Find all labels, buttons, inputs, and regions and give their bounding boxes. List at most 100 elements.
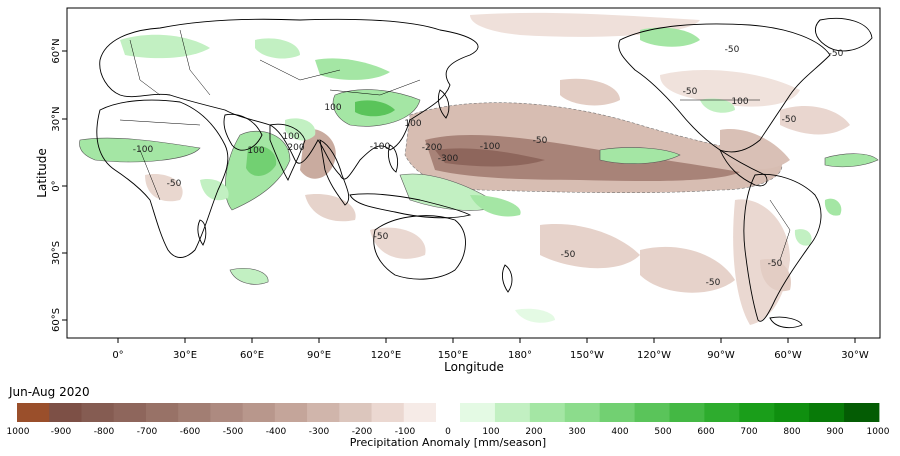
colorbar-tick-label: 900 <box>826 427 843 437</box>
pacific-dry-core <box>425 134 740 182</box>
colorbar-tick-label: 200 <box>525 427 542 437</box>
arctic-wet <box>640 27 700 47</box>
central-asia-wet <box>255 38 300 59</box>
east-asia-wet-core <box>355 100 395 117</box>
colorbar-wet-segment <box>599 403 635 422</box>
arabia-coastline <box>223 113 263 151</box>
philippines-coastline <box>387 144 399 173</box>
colorbar-dry-segment <box>17 403 50 422</box>
border-line <box>769 199 791 261</box>
colorbar-tick-label: -200 <box>352 427 373 437</box>
africa-coastline <box>96 99 229 258</box>
border-line <box>329 79 421 96</box>
contour-label: -100 <box>133 145 154 155</box>
colorbar-tick-label: 700 <box>740 427 757 437</box>
lat-tick-label-eq: 0° <box>51 180 62 191</box>
lon-tick-label-120e: 120°E <box>371 350 401 361</box>
colorbar-tick-label: 800 <box>783 427 800 437</box>
contour-label: -100 <box>370 142 391 152</box>
y-axis-title: Latitude <box>35 148 49 197</box>
bay-bengal-wet <box>285 118 316 141</box>
lon-tick-label-150w: 150°W <box>570 350 604 361</box>
colorbar-tick-label: -500 <box>223 427 244 437</box>
colorbar-dry-segment <box>178 403 211 422</box>
colorbar-dry-segment <box>274 403 308 422</box>
colorbar-tick-label: -100 <box>395 427 416 437</box>
contour-label: -50 <box>782 115 797 125</box>
north-america-dry <box>660 70 800 107</box>
colorbar-wet-segment <box>809 403 845 422</box>
border-line <box>179 29 211 96</box>
lon-tick-label-30e: 30°E <box>173 350 197 361</box>
lon-tick-label-60e: 60°E <box>240 350 264 361</box>
colorbar-wet-segment <box>529 403 566 422</box>
atlantic-wet-south <box>824 198 842 216</box>
border-line <box>139 149 161 201</box>
colorbar-tick-label: 300 <box>568 427 585 437</box>
lat-tick-label-60n: 60°N <box>51 38 62 63</box>
indian-ocean-dry <box>305 194 356 222</box>
border-line <box>129 39 161 96</box>
india-dry-area <box>300 129 336 179</box>
contour-label: 200 <box>287 143 304 153</box>
lon-tick-label-180: 180° <box>508 350 532 361</box>
lon-tick-label-0: 0° <box>112 350 123 361</box>
lat-tick-label-30s: 30°S <box>51 241 62 265</box>
india-wet-core <box>246 145 277 176</box>
south-america-east-dry <box>760 259 791 292</box>
greenland-coastline <box>814 17 873 52</box>
border-line <box>119 119 201 126</box>
india-coastline <box>269 123 306 182</box>
colorbar-wet-segment <box>460 403 496 422</box>
contour-label: -50 <box>829 49 844 59</box>
colorbar-tick-label: 1000 <box>7 427 30 437</box>
colorbar-wet-segment <box>494 403 531 422</box>
atlantic-dry <box>780 105 850 135</box>
country-borders <box>119 29 791 261</box>
colorbar-tick-label: -400 <box>266 427 287 437</box>
australia-coastline <box>373 215 466 280</box>
contour-label: -50 <box>768 259 783 269</box>
period-label: Jun-Aug 2020 <box>8 385 90 399</box>
colorbar-tick-label: 1000 <box>867 427 890 437</box>
colorbar-wet-segment <box>564 403 601 422</box>
colorbar-tick-label: -900 <box>51 427 72 437</box>
east-pacific-wet <box>599 147 681 165</box>
contour-labels: -50 -50 -50 -100 -100 -100 -200 -300 -50… <box>133 45 844 288</box>
brazil-wet <box>794 229 812 246</box>
europe-asia-coastline <box>99 18 479 180</box>
colorbar-wet-segment <box>739 403 775 422</box>
madagascar-coastline <box>197 219 207 246</box>
colorbar-wet-segment <box>669 403 705 422</box>
indian-ocean-wet <box>229 268 269 285</box>
colorbar: 1000 -900 -800 -700 -600 -500 -400 -300 -200 -100… <box>7 403 890 449</box>
contour-label: -50 <box>725 45 740 55</box>
contour-label: -50 <box>683 87 698 97</box>
colorbar-wet-segment <box>704 403 740 422</box>
colorbar-wet-segment <box>634 403 670 422</box>
coastlines <box>96 17 873 329</box>
colorbar-title: Precipitation Anomaly [mm/season] <box>350 436 546 449</box>
lon-tick-label-90e: 90°E <box>307 350 331 361</box>
north-pacific-dry <box>560 78 620 106</box>
lon-tick-label-90w: 90°W <box>707 350 735 361</box>
colorbar-tick-labels: 1000 -900 -800 -700 -600 -500 -400 -300 -200 -100… <box>7 427 890 437</box>
north-america-coastline <box>618 23 831 153</box>
colorbar-dry-segment <box>307 403 340 422</box>
atlantic-itcz-wet <box>824 153 879 168</box>
contour-label: -300 <box>438 154 459 164</box>
australia-dry <box>370 227 426 259</box>
central-america-dry <box>720 129 790 170</box>
x-axis-title: Longitude <box>444 360 504 374</box>
contour-label: -50 <box>374 232 389 242</box>
africa-sahel-wet <box>79 137 201 163</box>
contour-label: -100 <box>480 142 501 152</box>
indonesia-coastline <box>349 193 472 219</box>
contour-label: -50 <box>167 179 182 189</box>
pacific-dry-inner <box>435 148 545 167</box>
europe-wet <box>120 34 210 59</box>
contour-label: 100 <box>731 97 748 107</box>
colorbar-wet-segments <box>460 403 880 422</box>
colorbar-dry-segment <box>49 403 82 422</box>
